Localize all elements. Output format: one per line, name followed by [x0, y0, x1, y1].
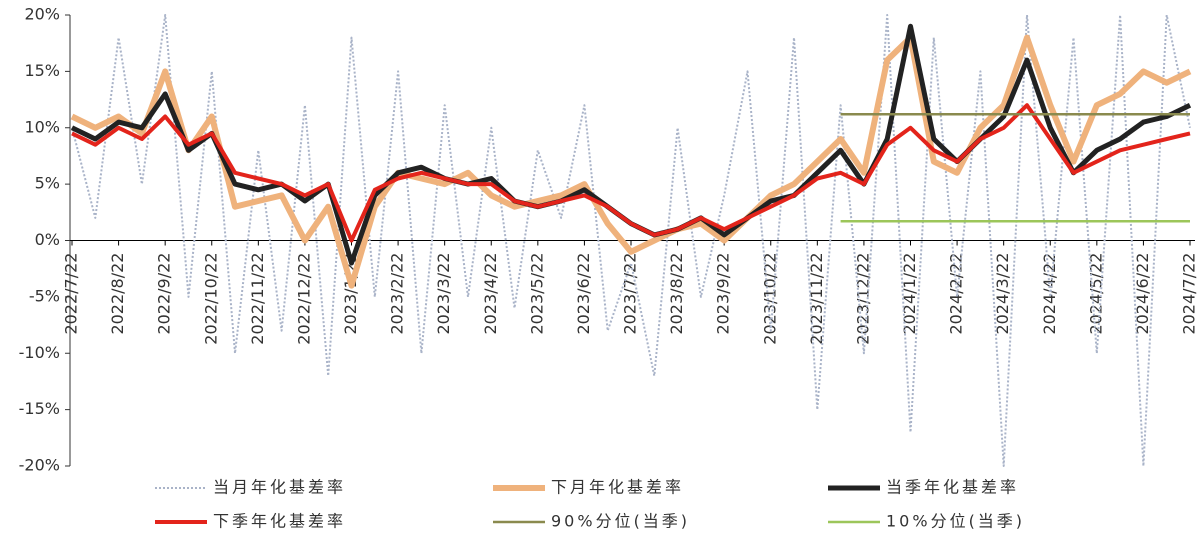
- x-tick-label: 2023/11/22: [807, 253, 826, 345]
- y-tick-label: 20%: [24, 5, 60, 24]
- x-tick-label: 2023/2/22: [388, 253, 407, 335]
- x-tick-label: 2023/3/22: [434, 252, 453, 334]
- legend-label: 当月年化基差率: [213, 478, 346, 497]
- x-tick-label: 2023/9/22: [714, 253, 733, 335]
- x-tick-label: 2024/6/22: [1133, 253, 1152, 335]
- x-tick-label: 2023/7/22: [621, 253, 640, 335]
- x-tick-label: 2023/12/22: [853, 253, 872, 345]
- axes: -20% -15% -10% -5% 0% 5% 10% 15% 20% 2022/7/22 202…: [19, 5, 1199, 475]
- x-tick-label: 2022/12/22: [294, 253, 313, 345]
- x-tick-label: 2023/6/22: [574, 253, 593, 335]
- x-tick-label: 2022/10/22: [201, 253, 220, 345]
- x-tick-label: 2023/5/22: [527, 253, 546, 335]
- y-tick-label: 10%: [24, 117, 60, 136]
- y-tick-label: -20%: [19, 456, 60, 475]
- legend-label: 下月年化基差率: [551, 478, 684, 497]
- series-line: [71, 103, 1191, 243]
- plot-area: [70, 14, 1192, 467]
- y-tick-label: -5%: [29, 286, 60, 305]
- series-line: [70, 23, 1192, 266]
- x-tick-label: 2024/2/22: [947, 252, 966, 334]
- y-tick-label: -15%: [19, 399, 60, 418]
- x-tick-label: 2023/8/22: [667, 253, 686, 335]
- x-tick-label: 2022/11/22: [248, 253, 267, 345]
- legend-label: 下季年化基差率: [213, 512, 346, 531]
- x-tick-label: 2022/7/22: [62, 253, 81, 335]
- x-tick-label: 2024/3/22: [993, 253, 1012, 335]
- x-tick-label: 2024/5/22: [1086, 253, 1105, 335]
- legend-label: 90%分位(当季): [551, 512, 690, 531]
- series-line: [71, 14, 1191, 467]
- series-line: [70, 34, 1192, 289]
- x-tick-label: 2022/9/22: [155, 253, 174, 335]
- legend-label: 10%分位(当季): [886, 512, 1025, 531]
- y-tick-label: 15%: [24, 61, 60, 80]
- y-tick-label: -10%: [19, 343, 60, 362]
- x-tick-label: 2022/8/22: [108, 253, 127, 335]
- legend-label: 当季年化基差率: [886, 478, 1019, 497]
- x-tick-label: 2024/4/22: [1040, 253, 1059, 335]
- x-tick-label: 2024/7/22: [1180, 253, 1199, 335]
- x-tick-label: 2023/4/22: [481, 253, 500, 335]
- y-tick-label: 0%: [35, 230, 60, 249]
- y-tick-label: 5%: [35, 174, 60, 193]
